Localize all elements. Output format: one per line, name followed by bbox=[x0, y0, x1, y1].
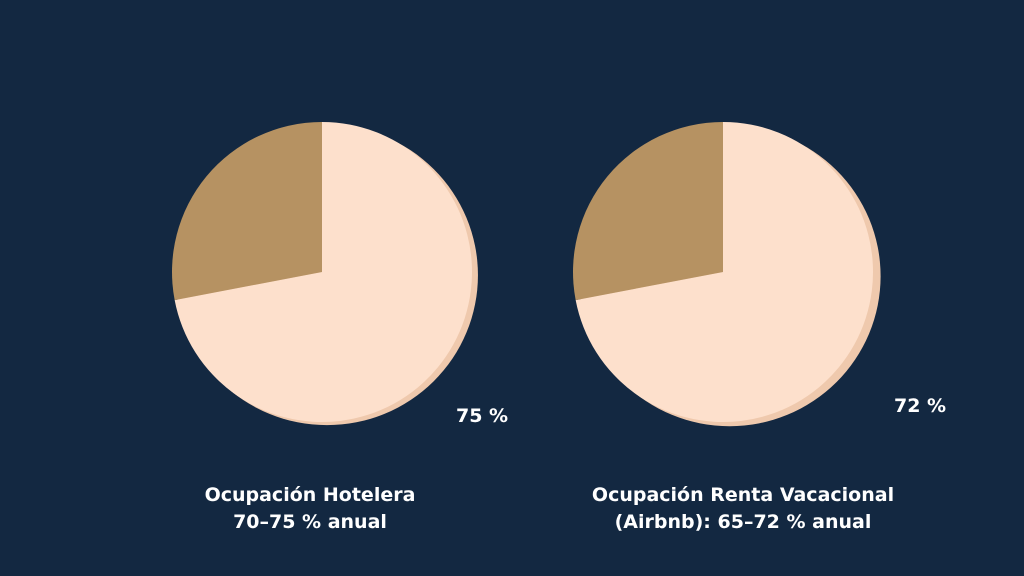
pie-slice-vacant bbox=[172, 122, 322, 301]
rental-caption-range: (Airbnb): 65–72 % anual bbox=[614, 511, 872, 533]
hotel-caption: Ocupación Hotelera 70–75 % anual bbox=[130, 482, 490, 536]
rental-caption: Ocupación Renta Vacacional (Airbnb): 65–… bbox=[563, 482, 923, 536]
hotel-percent-label: 75 % bbox=[456, 405, 509, 427]
pie-slice-vacant bbox=[573, 122, 723, 301]
hotel-caption-title: Ocupación Hotelera bbox=[204, 484, 416, 506]
pie-slice-occupied bbox=[575, 122, 874, 422]
hotel-caption-range: 70–75 % anual bbox=[233, 511, 387, 533]
pie-chart-hotel bbox=[172, 122, 478, 426]
rental-caption-title: Ocupación Renta Vacacional bbox=[591, 484, 895, 506]
rental-percent-label: 72 % bbox=[894, 395, 947, 417]
pie-chart-vacation-rental bbox=[573, 122, 881, 427]
pie-slice-occupied bbox=[174, 122, 473, 422]
